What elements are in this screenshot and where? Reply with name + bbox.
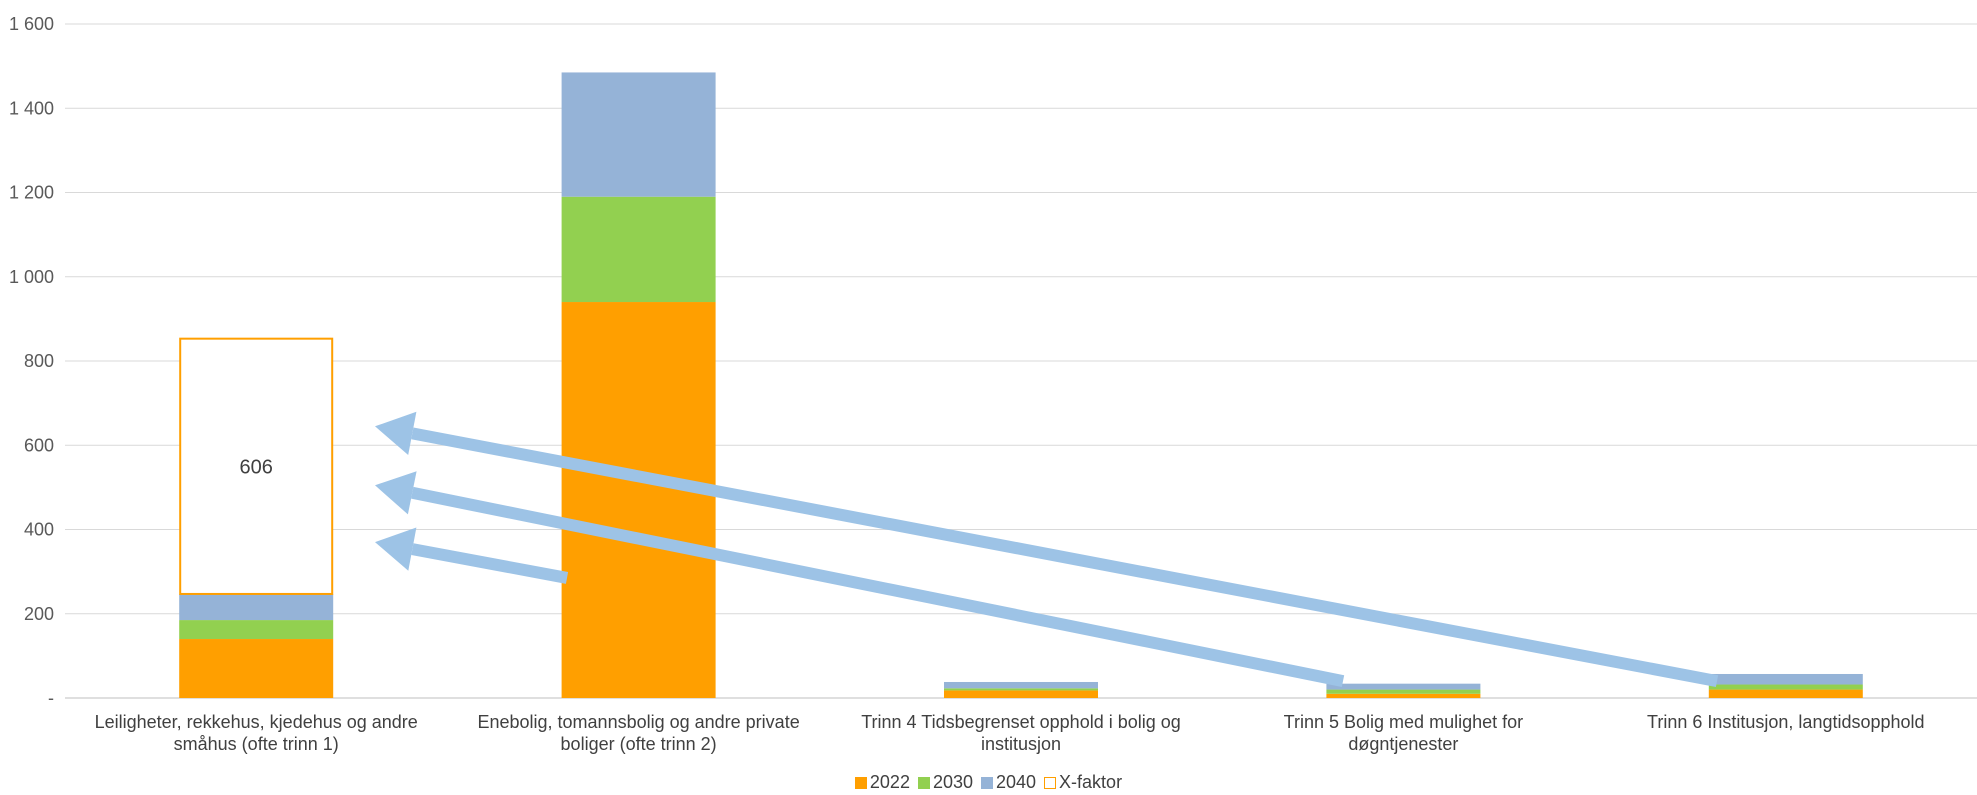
bar-2022-3	[1326, 693, 1481, 698]
bar-2030-4	[1708, 684, 1863, 690]
legend-swatch	[917, 777, 930, 789]
arrow-shaft	[411, 486, 1345, 688]
y-tick-label: 1 000	[9, 267, 54, 287]
legend-label: 2022	[869, 772, 910, 792]
legend-swatch	[981, 777, 993, 789]
annotation-arrows	[375, 411, 1719, 688]
x-tick-label: Trinn 4 Tidsbegrenset opphold i bolig og	[861, 712, 1181, 732]
x-tick-label: småhus (ofte trinn 1)	[174, 734, 339, 754]
x-tick-label: Trinn 6 Institusjon, langtidsopphold	[1647, 712, 1925, 732]
bar-2030-3	[1326, 689, 1481, 694]
bars	[179, 72, 1863, 698]
bar-2040-0	[179, 593, 334, 621]
bar-2030-0	[179, 620, 334, 640]
legend-item: X-faktor	[1044, 772, 1122, 793]
y-tick-label: 800	[24, 351, 54, 371]
y-tick-label: 1 200	[9, 183, 54, 203]
bar-2030-2	[944, 688, 1098, 691]
x-tick-label: institusjon	[981, 734, 1061, 754]
x-tick-label: døgntjenester	[1348, 734, 1458, 754]
bar-2040-3	[1326, 683, 1481, 690]
arrow-head	[375, 527, 417, 571]
arrow-head	[375, 471, 417, 515]
arrow-head	[375, 411, 417, 455]
x-tick-label: Trinn 5 Bolig med mulighet for	[1284, 712, 1523, 732]
bar-2022-2	[944, 690, 1098, 698]
y-tick-label: 600	[24, 435, 54, 455]
x-axis: Leiligheter, rekkehus, kjedehus og andre…	[95, 712, 1925, 754]
arrow-shaft	[411, 543, 569, 584]
bar-x-faktor-0	[179, 337, 334, 595]
data-labels: 606	[240, 456, 273, 478]
bar-2040-1	[561, 72, 716, 197]
y-tick-label: 1 600	[9, 14, 54, 34]
legend-swatch	[1044, 777, 1057, 789]
annotation-arrow	[375, 527, 569, 584]
bar-2040-4	[1708, 673, 1863, 685]
annotation-arrow	[375, 471, 1345, 688]
legend-item: 2040	[981, 772, 1036, 793]
bar-2030-1	[561, 196, 716, 303]
data-label: 606	[240, 456, 273, 478]
legend-item: 2022	[854, 772, 910, 793]
y-tick-label: 200	[24, 604, 54, 624]
y-tick-label: 1 400	[9, 98, 54, 118]
gridlines	[65, 23, 1977, 699]
y-axis: - 200 400 600 800 1 000 1 200 1 400 1 600	[9, 14, 54, 708]
legend-swatch	[854, 777, 867, 789]
y-tick-label: 400	[24, 520, 54, 540]
y-tick-label: -	[48, 688, 54, 708]
legend: 2022 2030 2040 X-faktor	[0, 772, 1977, 793]
arrow-shaft	[411, 427, 1719, 688]
legend-label: 2040	[996, 772, 1037, 792]
x-tick-label: Leiligheter, rekkehus, kjedehus og andre	[95, 712, 418, 732]
bar-2022-4	[1708, 689, 1863, 698]
legend-item: 2030	[917, 772, 973, 793]
bar-2022-0	[179, 639, 334, 698]
legend-label: X-faktor	[1059, 772, 1123, 792]
bar-2022-1	[561, 302, 716, 698]
x-tick-label: Enebolig, tomannsbolig og andre private	[477, 712, 799, 732]
legend-label: 2030	[932, 772, 973, 792]
annotation-arrow	[375, 411, 1719, 688]
x-tick-label: boliger (ofte trinn 2)	[561, 734, 717, 754]
bar-2040-2	[944, 681, 1098, 689]
